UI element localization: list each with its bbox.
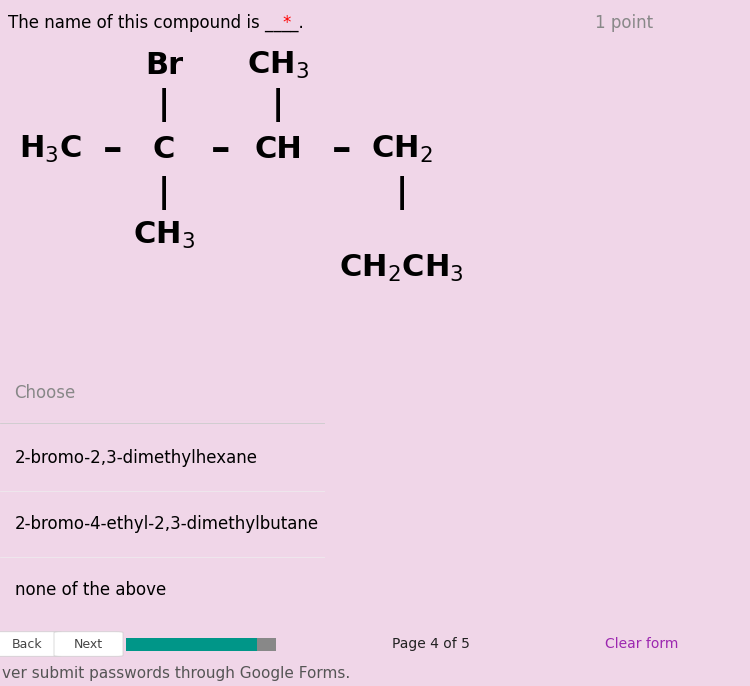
Text: CH$_3$: CH$_3$ — [133, 220, 195, 251]
Text: CH$_2$CH$_3$: CH$_2$CH$_3$ — [340, 253, 464, 284]
Text: |: | — [272, 88, 284, 122]
Text: Br: Br — [145, 51, 183, 80]
Text: Choose: Choose — [14, 384, 76, 403]
Text: The name of this compound is ____.: The name of this compound is ____. — [8, 14, 304, 32]
Bar — [257, 638, 276, 651]
Text: ver submit passwords through Google Forms.: ver submit passwords through Google Form… — [2, 665, 350, 681]
FancyBboxPatch shape — [54, 632, 123, 657]
Text: Next: Next — [74, 637, 103, 650]
Text: CH$_2$: CH$_2$ — [371, 134, 433, 165]
Text: –: – — [103, 130, 122, 168]
Text: none of the above: none of the above — [14, 582, 166, 600]
Text: C: C — [153, 135, 176, 164]
Text: 2-bromo-4-ethyl-2,3-dimethylbutane: 2-bromo-4-ethyl-2,3-dimethylbutane — [14, 515, 319, 533]
Text: 1 point: 1 point — [595, 14, 653, 32]
FancyBboxPatch shape — [0, 632, 62, 657]
Text: |: | — [158, 88, 170, 122]
Text: 2-bromo-2,3-dimethylhexane: 2-bromo-2,3-dimethylhexane — [14, 449, 257, 466]
Text: CH: CH — [254, 135, 302, 164]
Text: |: | — [396, 176, 408, 210]
Text: Clear form: Clear form — [604, 637, 678, 651]
Text: Back: Back — [12, 637, 42, 650]
Text: –: – — [211, 130, 231, 168]
Bar — [126, 638, 257, 651]
Text: CH$_3$: CH$_3$ — [247, 50, 309, 82]
Text: |: | — [158, 176, 170, 210]
Text: H$_3$C: H$_3$C — [19, 134, 82, 165]
Text: Page 4 of 5: Page 4 of 5 — [392, 637, 470, 651]
Text: *: * — [283, 14, 291, 32]
Text: –: – — [332, 130, 351, 168]
